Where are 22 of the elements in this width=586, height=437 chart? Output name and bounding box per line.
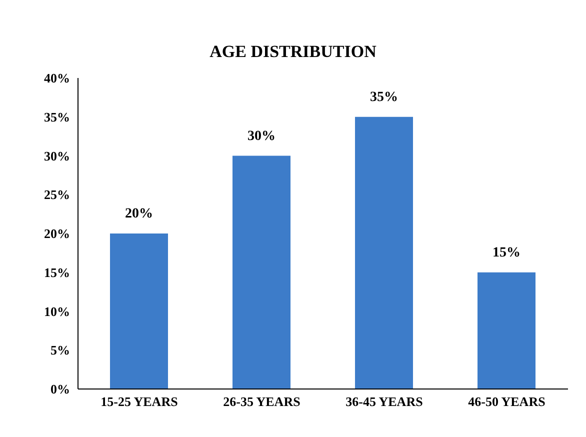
bar — [355, 116, 413, 389]
x-tick-label: 36-45 YEARS — [346, 394, 423, 410]
y-tick-label: 15% — [44, 264, 70, 280]
y-tick-label: 10% — [44, 304, 70, 319]
bar — [110, 234, 168, 389]
chart-title: AGE DISTRIBUTION — [208, 42, 378, 62]
x-tick-label: 46-50 YEARS — [468, 394, 546, 410]
y-tick-label: 20% — [44, 226, 70, 242]
y-tick-label: 40% — [44, 70, 70, 86]
y-tick-label: 0% — [50, 382, 70, 397]
y-tick-label: 30% — [44, 148, 70, 164]
x-tick-label: 15-25 YEARS — [100, 394, 178, 410]
y-tick-label: 35% — [44, 109, 70, 124]
y-tick-label: 25% — [44, 187, 70, 202]
x-tick-label: 26-35 YEARS — [223, 394, 300, 410]
bar — [478, 272, 536, 389]
bar — [232, 156, 290, 389]
data-label: 35% — [370, 90, 398, 105]
y-tick-label: 5% — [50, 342, 70, 358]
data-label: 15% — [492, 245, 520, 260]
data-label: 30% — [248, 128, 276, 144]
data-label: 20% — [125, 206, 153, 222]
